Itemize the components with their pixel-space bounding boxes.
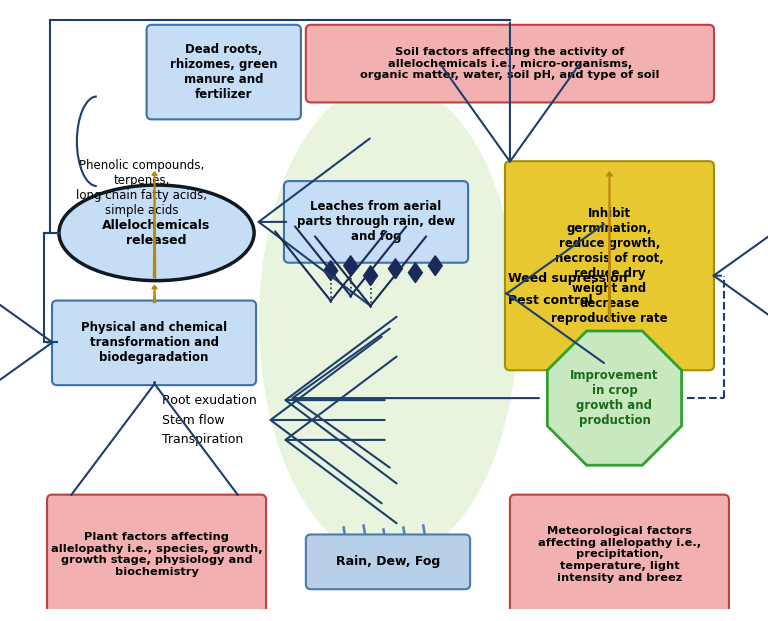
Text: Rain, Dew, Fog: Rain, Dew, Fog xyxy=(336,555,440,568)
Polygon shape xyxy=(363,266,378,286)
Polygon shape xyxy=(389,259,402,279)
FancyBboxPatch shape xyxy=(147,25,301,119)
Text: Allelochemicals
released: Allelochemicals released xyxy=(102,219,210,247)
Ellipse shape xyxy=(259,81,518,560)
Text: Phenolic compounds,
terpenes,
long chain fatty acids,
simple acids: Phenolic compounds, terpenes, long chain… xyxy=(76,159,207,217)
Text: Dead roots,
rhizomes, green
manure and
fertilizer: Dead roots, rhizomes, green manure and f… xyxy=(170,43,277,101)
Polygon shape xyxy=(548,331,681,465)
Text: Leaches from aerial
parts through rain, dew
and fog: Leaches from aerial parts through rain, … xyxy=(297,201,455,243)
Polygon shape xyxy=(324,261,338,281)
Text: Pest control: Pest control xyxy=(508,294,593,307)
Ellipse shape xyxy=(59,185,254,281)
Text: Weed supression: Weed supression xyxy=(508,272,627,285)
FancyBboxPatch shape xyxy=(306,535,470,589)
Text: Meteorological factors
affecting allelopathy i.e.,
precipitation,
temperature, l: Meteorological factors affecting allelop… xyxy=(538,526,701,582)
Text: Soil factors affecting the activity of
allelochemicals i.e., micro-organisms,
or: Soil factors affecting the activity of a… xyxy=(360,47,660,80)
Text: Transpiration: Transpiration xyxy=(161,433,243,446)
Polygon shape xyxy=(344,256,358,276)
FancyBboxPatch shape xyxy=(52,301,256,385)
FancyBboxPatch shape xyxy=(505,161,714,370)
Text: Stem flow: Stem flow xyxy=(161,414,224,427)
Text: Physical and chemical
transformation and
biodegaradation: Physical and chemical transformation and… xyxy=(81,321,227,365)
FancyBboxPatch shape xyxy=(510,495,729,614)
FancyBboxPatch shape xyxy=(306,25,714,102)
Text: Improvement
in crop
growth and
production: Improvement in crop growth and productio… xyxy=(570,369,659,427)
Polygon shape xyxy=(409,263,422,283)
Text: Plant factors affecting
allelopathy i.e., species, growth,
growth stage, physiol: Plant factors affecting allelopathy i.e.… xyxy=(51,532,263,577)
Text: Root exudation: Root exudation xyxy=(161,394,257,407)
FancyBboxPatch shape xyxy=(284,181,468,263)
Text: Inhibit
germination,
reduce growth,
necrosis of root,
reduce dry
weight and
decr: Inhibit germination, reduce growth, necr… xyxy=(551,207,668,325)
FancyBboxPatch shape xyxy=(47,495,266,614)
Polygon shape xyxy=(429,256,442,276)
